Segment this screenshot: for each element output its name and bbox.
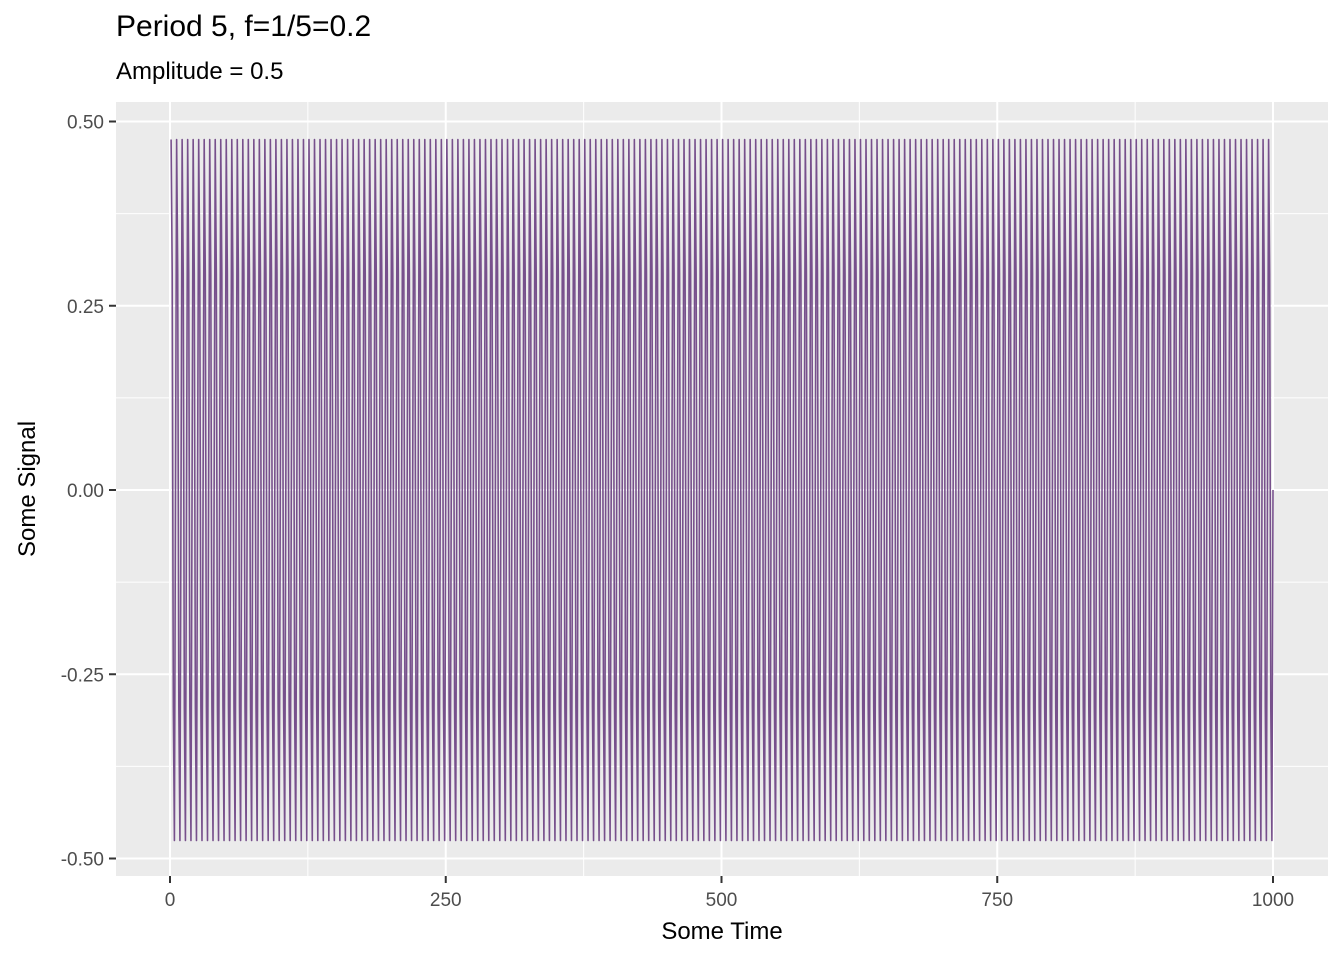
x-axis-title: Some Time — [661, 918, 782, 945]
chart-subtitle: Amplitude = 0.5 — [116, 58, 284, 85]
x-tick-label: 250 — [430, 890, 462, 911]
x-tick-label: 750 — [981, 890, 1013, 911]
x-tick-label: 500 — [706, 890, 738, 911]
x-tick-label: 1000 — [1252, 890, 1294, 911]
y-tick-label: 0.25 — [67, 297, 104, 318]
x-tick-label: 0 — [165, 890, 176, 911]
y-tick-label: -0.50 — [61, 850, 104, 871]
series-line — [170, 138, 1274, 842]
x-axis: 0 250 500 750 1000 — [165, 876, 1294, 911]
y-tick-label: 0.00 — [67, 481, 104, 502]
y-tick-label: 0.50 — [67, 113, 104, 134]
y-axis: -0.50 -0.25 0.00 0.25 0.50 — [61, 113, 116, 871]
series-layer — [170, 138, 1274, 842]
chart-title: Period 5, f=1/5=0.2 — [116, 10, 372, 43]
y-tick-label: -0.25 — [61, 665, 104, 686]
y-axis-title: Some Signal — [14, 421, 41, 557]
